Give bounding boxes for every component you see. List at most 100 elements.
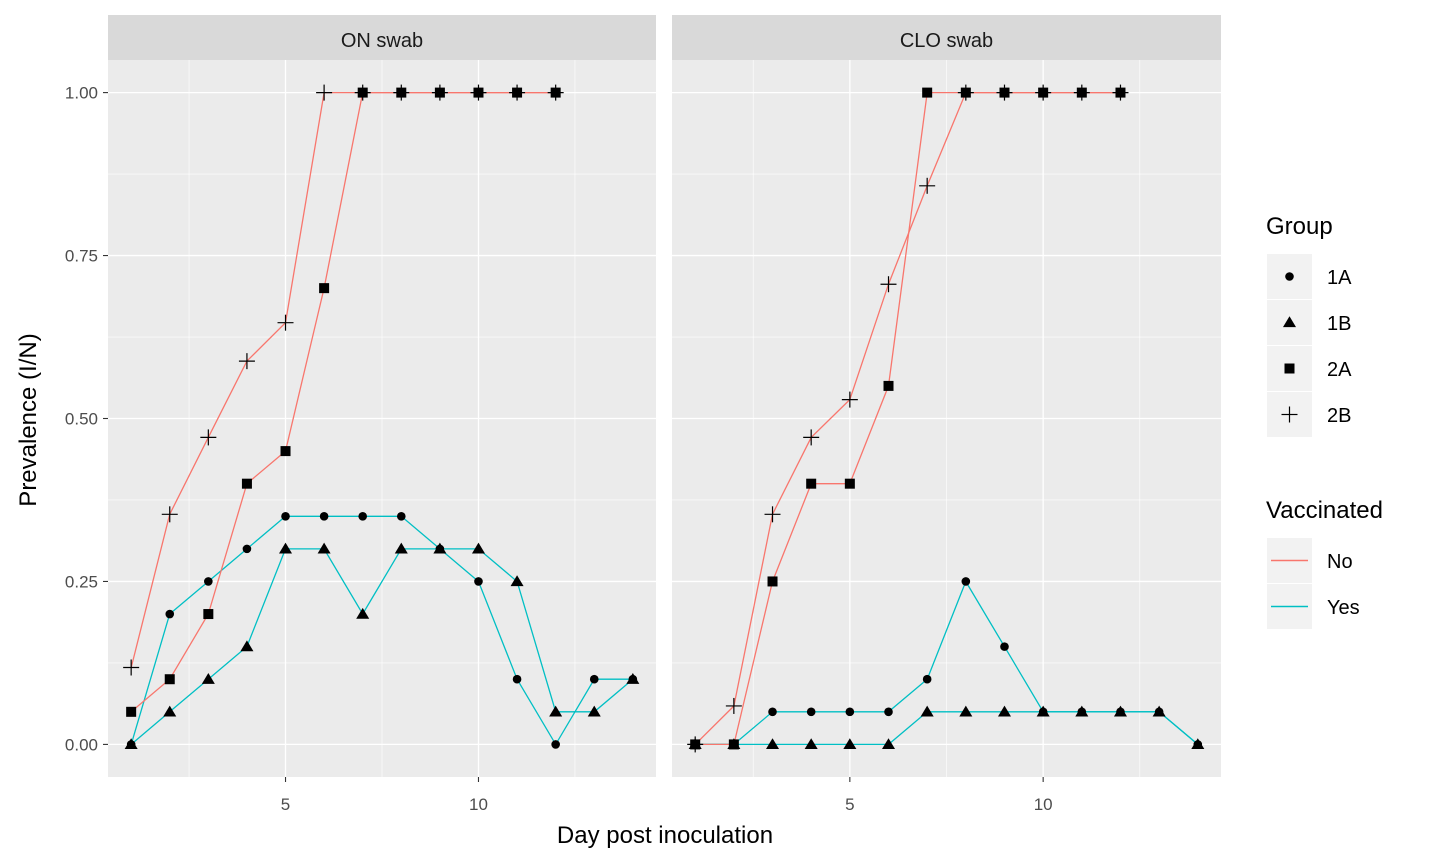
data-point-1B [394, 542, 408, 554]
data-point-1B [1191, 738, 1205, 750]
data-point-1A [589, 674, 599, 684]
data-point-1A [961, 577, 971, 586]
data-point-2B [238, 353, 255, 370]
data-point-2B [1035, 84, 1052, 101]
data-point-1B [510, 575, 524, 587]
data-point-1A [922, 674, 932, 684]
data-point-1A [1000, 642, 1009, 651]
data-point-1A [845, 707, 855, 717]
data-point-2B [1112, 84, 1129, 101]
data-point-1B [1036, 705, 1050, 717]
data-point-1B [549, 705, 563, 717]
panels-layer: ON swab 5 10 0.00 0.25 0.50 0.75 1.00 CLO swab 5 1… [65, 15, 1221, 814]
data-point-2B [547, 84, 564, 101]
panel-strip-label: CLO swab [900, 30, 993, 52]
data-point-2B [1073, 84, 1090, 101]
data-point-1B [201, 673, 215, 684]
data-point-2A [728, 739, 739, 750]
data-point-1A [884, 707, 893, 717]
data-point-1B [920, 705, 934, 717]
data-point-2B [161, 506, 178, 523]
data-point-2B [393, 84, 410, 101]
data-point-2A [883, 380, 894, 391]
y-tick-label: 0.75 [65, 247, 98, 266]
legend-group-title: Group [1266, 213, 1333, 240]
data-point-1B [163, 705, 177, 717]
data-point-2A [844, 478, 855, 489]
y-axis-title: Prevalence (I/N) [15, 333, 42, 506]
series-line-1A [130, 515, 633, 746]
legend: Group Vaccinated 1A 1B 2A 2B No Yes [1266, 213, 1383, 629]
y-tick-label: 0.50 [65, 410, 98, 429]
y-tick-label: 0.00 [65, 735, 98, 754]
data-point-1B [626, 673, 640, 684]
legend-label-No: No [1327, 551, 1353, 573]
data-point-2A [922, 87, 933, 98]
data-point-2A [767, 576, 778, 587]
data-point-1B [804, 738, 818, 750]
data-point-2B [841, 391, 858, 408]
legend-label-2B: 2B [1327, 405, 1351, 427]
data-point-1B [471, 542, 485, 554]
data-point-2B [880, 276, 897, 293]
data-point-2A [203, 609, 214, 620]
data-point-1A [551, 740, 560, 749]
data-point-1B [124, 738, 138, 750]
data-point-2B [919, 177, 936, 194]
data-point-1A [512, 674, 522, 684]
data-point-2A [280, 446, 291, 457]
legend-label-1A: 1A [1327, 267, 1352, 289]
data-point-2B [957, 84, 974, 101]
data-point-2A [319, 283, 330, 294]
data-point-1B [356, 607, 370, 619]
data-point-2B [509, 84, 526, 101]
data-point-1B [587, 705, 601, 717]
data-point-2B [277, 314, 294, 331]
data-point-1A [165, 609, 175, 619]
data-point-2A [806, 478, 817, 489]
data-point-1A [806, 707, 816, 717]
data-point-1A [396, 511, 406, 521]
data-point-2A [241, 478, 252, 489]
series-line-1B [130, 548, 634, 745]
data-point-1A [358, 511, 368, 521]
legend-label-Yes: Yes [1327, 597, 1360, 619]
data-point-1B [433, 542, 447, 554]
data-point-1A [474, 577, 483, 586]
data-point-2B [803, 429, 820, 446]
data-point-1B [279, 542, 293, 554]
x-tick-label: 5 [845, 795, 854, 814]
x-tick-label: 5 [281, 795, 290, 814]
data-point-1B [843, 738, 857, 750]
legend-key-2B [1281, 406, 1298, 423]
panel-strip [108, 15, 656, 60]
data-point-2B [725, 697, 742, 714]
data-point-1B [240, 640, 254, 652]
legend-key-1A [1285, 272, 1294, 281]
legend-label-2A: 2A [1327, 359, 1352, 381]
legend-key-2A [1284, 363, 1295, 374]
data-point-2B [123, 659, 140, 676]
x-axis-title: Day post inoculation [557, 822, 773, 849]
series-line-1B [695, 711, 1199, 746]
x-tick-label: 10 [469, 795, 488, 814]
panel-strip-label: ON swab [341, 30, 423, 52]
data-point-1A [768, 707, 777, 717]
data-point-1A [204, 577, 213, 586]
data-point-1B [317, 542, 331, 554]
data-point-2B [764, 506, 781, 523]
data-point-1B [1075, 705, 1089, 717]
x-tick-label: 10 [1034, 795, 1053, 814]
y-tick-label: 1.00 [65, 84, 98, 103]
data-point-1B [766, 738, 780, 750]
data-point-2A [126, 706, 137, 717]
data-point-2B [470, 84, 487, 101]
data-point-1B [1152, 705, 1166, 717]
data-point-1A [319, 511, 329, 521]
data-point-2B [316, 84, 333, 101]
panel-strip [672, 15, 1221, 60]
y-tick-label: 0.25 [65, 572, 98, 591]
data-point-2B [354, 84, 371, 101]
data-point-1B [1113, 705, 1127, 717]
